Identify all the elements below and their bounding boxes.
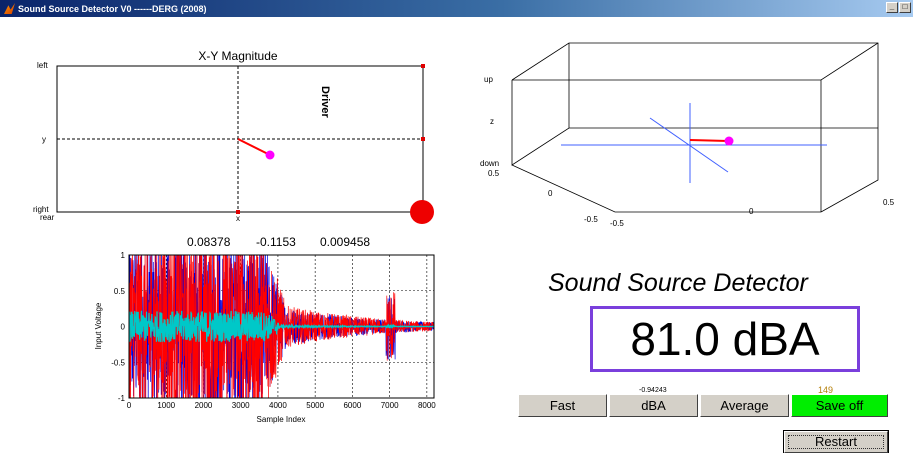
xy-magnitude-plot: X-Y Magnitude left y right rear x Driver [33, 49, 434, 224]
window-buttons: _ □ [885, 2, 911, 13]
xy-label-right: right [33, 205, 49, 214]
save-toggle-button[interactable]: Save off [791, 394, 888, 417]
detector-title: Sound Source Detector [548, 269, 808, 297]
figure-svg: X-Y Magnitude left y right rear x Driver [33, 42, 895, 424]
waveform-x-ticks: 0 1000 2000 3000 4000 5000 6000 7000 8000 [127, 401, 437, 410]
readout-value-2: -0.1153 [256, 235, 296, 249]
waveform-x-tick-label: 3000 [232, 401, 250, 410]
minimize-button[interactable]: _ [886, 2, 898, 13]
3d-tick-y-pos: 0.5 [488, 169, 500, 178]
three-d-plot [511, 42, 879, 213]
xy-plot-title: X-Y Magnitude [198, 49, 277, 63]
xy-source-red-circle [410, 200, 434, 224]
readout-values: 0.08378 -0.1153 0.009458 [187, 235, 370, 249]
waveform-x-tick-label: 5000 [306, 401, 324, 410]
xy-direction-vector [237, 138, 271, 156]
window-titlebar: Sound Source Detector V0 ------DERG (200… [0, 0, 913, 17]
waveform-y-tick-label: 1 [121, 251, 126, 260]
average-button[interactable]: Average [700, 394, 789, 417]
3d-label-z: z [490, 117, 494, 126]
waveform-x-tick-label: 7000 [381, 401, 399, 410]
waveform-y-tick-label: 0 [121, 323, 126, 332]
3d-tick-x-zero: 0 [749, 207, 754, 216]
small-value-label: -0.94243 [639, 387, 667, 394]
three-d-plot-labels: up z down 0.5 0 -0.5 -0.5 0 0.5 [480, 75, 895, 228]
3d-label-up: up [484, 75, 493, 84]
xy-marker-bottom-center [236, 210, 240, 214]
waveform-x-tick-label: 2000 [195, 401, 213, 410]
3d-y-axis-line [649, 117, 729, 173]
waveform-series-line [129, 255, 434, 398]
xy-direction-marker [265, 150, 275, 160]
waveform-x-tick-label: 0 [127, 401, 132, 410]
window-title: Sound Source Detector V0 ------DERG (200… [18, 3, 207, 14]
dba-level-display: 81.0 dBA [590, 306, 860, 372]
waveform-xlabel: Sample Index [257, 415, 306, 424]
readout-value-1: 0.08378 [187, 235, 231, 249]
xy-label-x: x [236, 214, 240, 223]
xy-marker-top-right [421, 64, 425, 68]
3d-tick-x-neg: -0.5 [610, 219, 624, 228]
xy-marker-mid-right [421, 137, 425, 141]
fast-button[interactable]: Fast [518, 394, 607, 417]
waveform-y-tick-label: -0.5 [111, 358, 125, 367]
dba-button[interactable]: dBA [609, 394, 698, 417]
xy-label-left: left [37, 61, 48, 70]
matlab-icon [4, 3, 15, 14]
waveform-y-tick-label: -1 [118, 394, 126, 403]
waveform-x-tick-label: 8000 [418, 401, 436, 410]
waveform-y-ticks: -1 -0.5 0 0.5 1 [111, 251, 125, 403]
3d-label-down: down [480, 159, 499, 168]
3d-tick-x-pos: 0.5 [883, 198, 895, 207]
three-d-plot-lines [561, 103, 827, 183]
3d-direction-vector [689, 139, 729, 142]
3d-tick-y-neg: -0.5 [584, 215, 598, 224]
count-value-label: 149 [818, 385, 834, 395]
waveform-series-line [129, 310, 434, 343]
waveform-axes-frame [128, 254, 435, 399]
figure-canvas: X-Y Magnitude left y right rear x Driver [0, 17, 913, 453]
waveform-x-tick-label: 1000 [157, 401, 175, 410]
restart-button[interactable]: Restart [783, 430, 889, 453]
xy-label-driver: Driver [319, 86, 331, 119]
3d-tick-y-zero: 0 [548, 189, 553, 198]
waveform-series [129, 255, 434, 398]
3d-direction-marker [724, 136, 734, 146]
xy-label-y: y [42, 135, 46, 144]
waveform-x-tick-label: 6000 [343, 401, 361, 410]
waveform-chart: 0 1000 2000 3000 4000 5000 6000 7000 8000 -1 -0.5… [94, 251, 437, 424]
waveform-x-tick-label: 4000 [269, 401, 287, 410]
xy-label-rear: rear [40, 213, 55, 222]
readout-value-3: 0.009458 [320, 235, 370, 249]
restart-label: Restart [815, 434, 857, 449]
waveform-ylabel: Input Voltage [94, 302, 103, 349]
waveform-y-tick-label: 0.5 [114, 287, 126, 296]
maximize-button[interactable]: □ [899, 2, 911, 13]
